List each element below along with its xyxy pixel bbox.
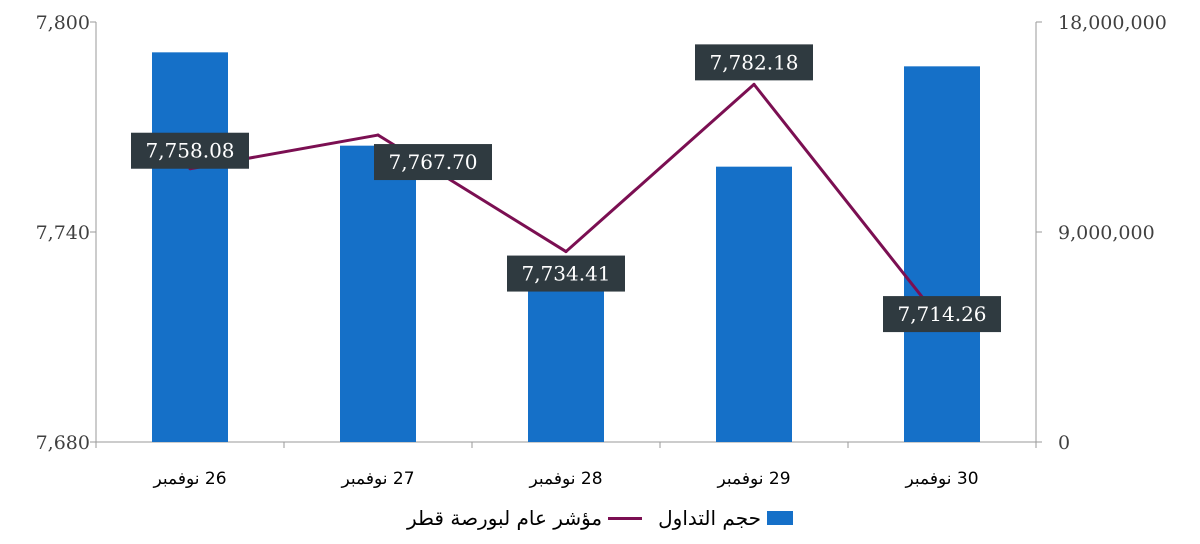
data-label-box <box>374 144 492 181</box>
y-left-tick-label: 7,740 <box>36 222 90 244</box>
data-label: 7,734.41 <box>521 262 610 286</box>
volume-bar <box>340 145 416 442</box>
legend-swatch-volume <box>767 511 794 525</box>
volume-bar <box>152 52 228 442</box>
x-tick-label: 29 نوفمبر <box>716 469 790 489</box>
legend-label-volume: حجم التداول <box>658 506 762 530</box>
data-label: 7,758.08 <box>145 139 234 163</box>
y-right-tick-label: 0 <box>1058 432 1070 454</box>
volume-bar <box>716 166 792 442</box>
index-point <box>752 82 756 86</box>
x-tick-label: 26 نوفمبر <box>152 469 226 489</box>
data-label-box <box>695 44 813 81</box>
legend-item-volume: حجم التداول <box>658 506 794 530</box>
legend-item-index: مؤشر عام لبورصة قطر <box>406 506 643 530</box>
combo-chart: 7,680 7,740 7,800 0 9,000,000 18,000,000 26 نو… <box>36 12 1167 489</box>
volume-bar <box>528 285 604 442</box>
index-point <box>564 250 568 254</box>
legend-swatch-index <box>608 516 643 520</box>
legend-label-index: مؤشر عام لبورصة قطر <box>406 506 603 530</box>
y-left-tick-label: 7,680 <box>36 432 90 454</box>
volume-bar <box>904 66 980 442</box>
data-label: 7,782.18 <box>709 50 798 74</box>
data-label: 7,714.26 <box>897 302 986 326</box>
x-tick-label: 28 نوفمبر <box>528 469 602 489</box>
y-right-tick-label: 9,000,000 <box>1058 222 1155 244</box>
data-label-box <box>131 132 249 169</box>
y-right-tick-label: 18,000,000 <box>1058 12 1167 34</box>
x-tick-label: 27 نوفمبر <box>340 469 414 489</box>
y-left-tick-label: 7,800 <box>36 12 90 34</box>
data-label: 7,767.70 <box>388 150 477 174</box>
legend: حجم التداول مؤشر عام لبورصة قطر <box>0 506 1200 530</box>
data-label-box <box>507 255 625 292</box>
index-point <box>376 133 380 137</box>
x-tick-label: 30 نوفمبر <box>904 469 978 489</box>
data-label-box <box>883 296 1001 333</box>
